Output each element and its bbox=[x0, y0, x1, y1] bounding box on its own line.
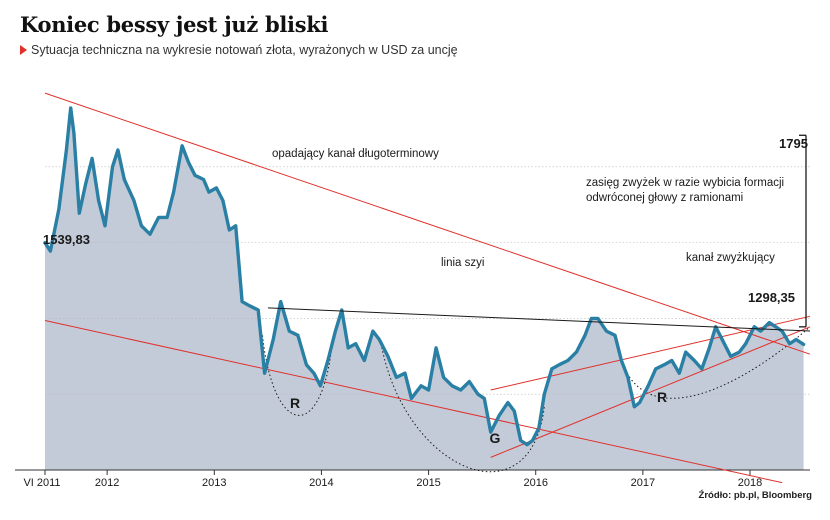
x-tick-label-1: 2012 bbox=[95, 477, 119, 489]
source-note: Źródło: pb.pl, Bloomberg bbox=[698, 490, 812, 501]
x-tick-label-2: 2013 bbox=[202, 477, 226, 489]
right-shoulder-label: R bbox=[657, 389, 667, 405]
x-tick-label-0: VI 2011 bbox=[23, 477, 60, 489]
target-value-label: 1795 bbox=[779, 136, 808, 151]
triangle-bullet-icon bbox=[20, 45, 27, 55]
left-shoulder-label: R bbox=[290, 395, 300, 411]
uptrend-label: kanał zwyżkujący bbox=[686, 252, 775, 264]
end-value-label: 1298,35 bbox=[748, 290, 795, 305]
x-tick-label-3: 2014 bbox=[309, 477, 333, 489]
x-tick-label-7: 2018 bbox=[738, 477, 762, 489]
start-value-label: 1539,83 bbox=[43, 232, 90, 247]
head-label: G bbox=[490, 430, 501, 446]
price-line bbox=[43, 106, 806, 447]
uptrend-lower-line bbox=[490, 326, 811, 458]
target-label-line2: odwróconej głowy z ramionami bbox=[586, 192, 743, 204]
subtitle-text: Sytuacja techniczna na wykresie notowań … bbox=[31, 43, 458, 57]
chart-title: Koniec bessy jest już bliski bbox=[20, 12, 329, 37]
neckline bbox=[267, 307, 811, 332]
x-tick-label-4: 2015 bbox=[416, 477, 440, 489]
downtrend-upper-line bbox=[44, 92, 811, 355]
price-area bbox=[45, 107, 804, 471]
neckline-label: linia szyi bbox=[441, 257, 484, 269]
x-tick-label-6: 2017 bbox=[631, 477, 655, 489]
right-shoulder-arc bbox=[615, 326, 811, 399]
downtrend-lower-line bbox=[44, 320, 783, 484]
chart-subtitle: Sytuacja techniczna na wykresie notowań … bbox=[20, 43, 458, 57]
x-tick-label-5: 2016 bbox=[523, 477, 547, 489]
target-label-line1: zasięg zwyżek w razie wybicia formacji bbox=[586, 177, 784, 189]
downtrend-label: opadający kanał długoterminowy bbox=[272, 148, 439, 160]
